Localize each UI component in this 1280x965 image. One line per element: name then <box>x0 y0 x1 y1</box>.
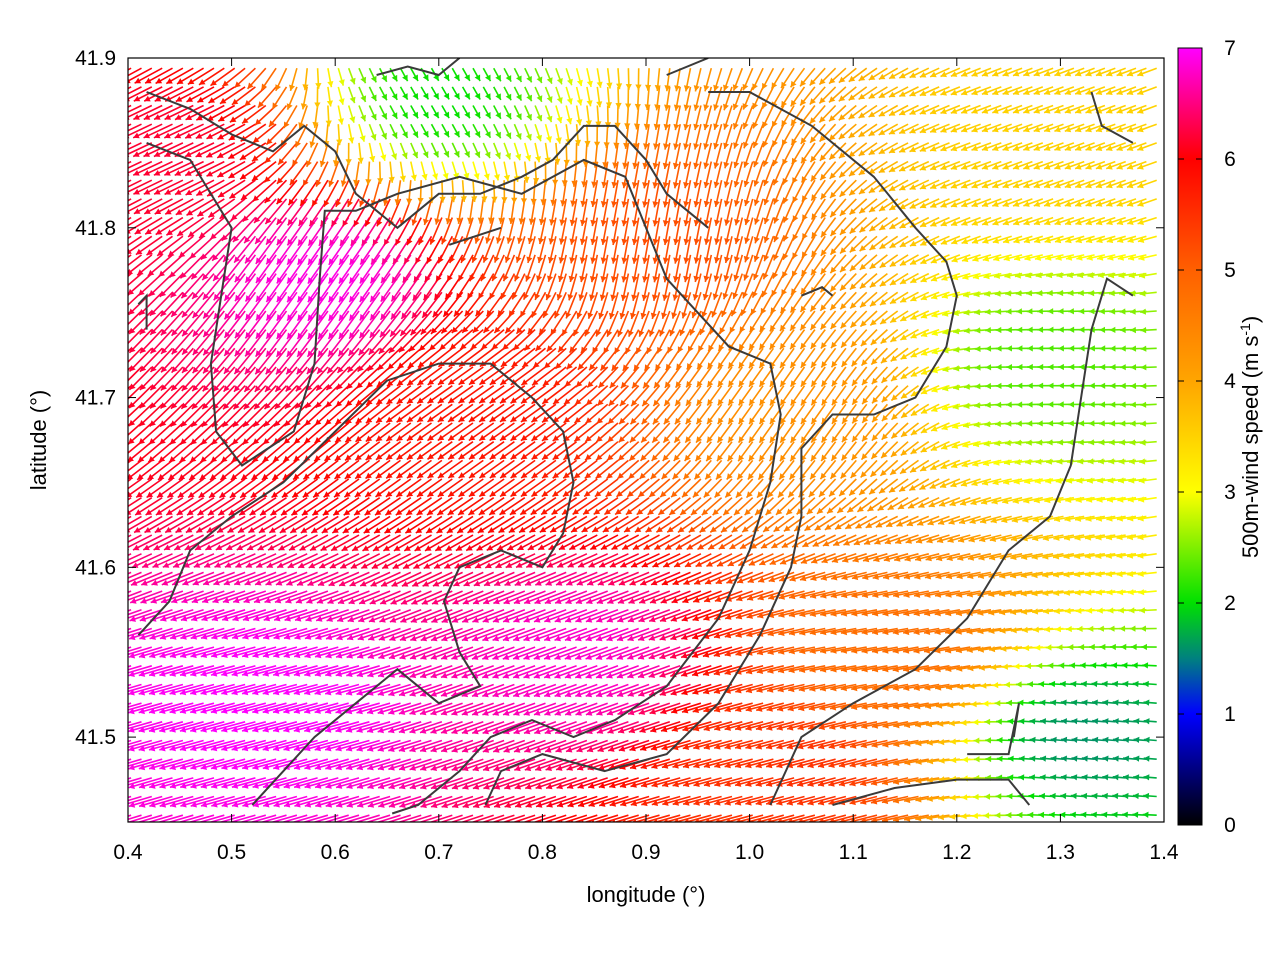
colorbar-tick-label: 7 <box>1224 37 1236 60</box>
wind-arrow <box>103 516 131 532</box>
colorbar-tick-label: 1 <box>1224 703 1236 726</box>
wind-arrow <box>103 180 132 195</box>
wind-arrow <box>102 124 131 138</box>
colorbar <box>1178 48 1202 825</box>
wind-arrow <box>104 498 131 515</box>
y-tick-label: 41.8 <box>75 217 116 240</box>
wind-arrow <box>104 68 132 83</box>
colorbar-tick-label: 4 <box>1224 370 1236 393</box>
wind-arrow <box>103 106 132 120</box>
wind-arrow <box>98 797 131 808</box>
wind-arrow <box>105 479 131 497</box>
y-tick-label: 41.5 <box>75 726 116 749</box>
x-axis-title: longitude (°) <box>587 882 706 907</box>
wind-arrow <box>106 460 131 479</box>
wind-arrow <box>106 255 132 274</box>
colorbar-tick-label: 3 <box>1224 481 1236 504</box>
x-tick-label: 1.0 <box>735 841 764 864</box>
colorbar-title-sup: -1 <box>1237 323 1253 336</box>
wind-arrow <box>98 703 132 714</box>
wind-arrow <box>98 815 131 826</box>
wind-arrow <box>98 629 131 641</box>
colorbar-title-close: ) <box>1238 316 1263 323</box>
x-tick-label: 0.8 <box>528 841 557 864</box>
wind-arrow <box>100 591 132 604</box>
wind-arrow <box>102 162 131 176</box>
x-tick-label: 1.3 <box>1046 841 1075 864</box>
y-axis-title: latitude (°) <box>26 390 51 491</box>
x-tick-label: 0.9 <box>631 841 660 864</box>
x-tick-label: 1.4 <box>1149 841 1179 864</box>
x-tick-label: 0.4 <box>113 841 143 864</box>
colorbar-title: 500m-wind speed (m s-1) <box>1237 316 1263 558</box>
colorbar-tick-label: 5 <box>1224 259 1236 282</box>
wind-arrow <box>98 759 131 770</box>
colorbar-tick-label: 0 <box>1224 814 1236 837</box>
wind-arrow <box>102 143 131 157</box>
wind-arrow <box>98 685 131 696</box>
colorbar-tick-label: 6 <box>1224 148 1236 171</box>
y-tick-label: 41.7 <box>75 387 116 410</box>
wind-arrow <box>98 778 131 789</box>
wind-arrow <box>102 535 131 550</box>
colorbar-tick-label: 2 <box>1224 592 1236 615</box>
colorbar-title-main: 500m-wind speed (m s <box>1238 336 1263 559</box>
wind-arrow <box>103 199 131 214</box>
wind-arrow <box>98 647 131 659</box>
y-tick-label: 41.6 <box>75 556 116 579</box>
x-tick-label: 0.6 <box>321 841 350 864</box>
wind-arrow <box>98 666 131 678</box>
x-tick-label: 1.1 <box>839 841 868 864</box>
wind-arrow <box>103 87 131 102</box>
y-tick-label: 41.9 <box>75 47 116 70</box>
x-tick-label: 0.7 <box>424 841 453 864</box>
x-tick-label: 1.2 <box>942 841 971 864</box>
wind-arrow <box>99 610 131 622</box>
x-tick-label: 0.5 <box>217 841 246 864</box>
